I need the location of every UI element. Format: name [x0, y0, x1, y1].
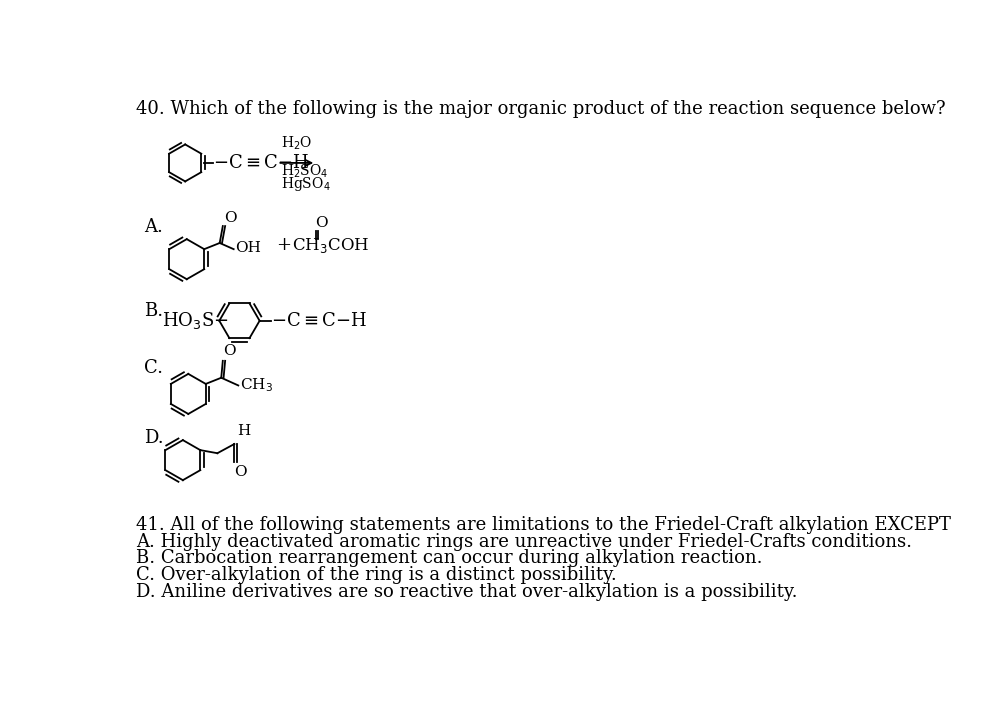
- Text: C.: C.: [144, 359, 163, 377]
- Text: C. Over-alkylation of the ring is a distinct possibility.: C. Over-alkylation of the ring is a dist…: [137, 566, 617, 584]
- Text: D. Aniline derivatives are so reactive that over-alkylation is a possibility.: D. Aniline derivatives are so reactive t…: [137, 584, 797, 601]
- Text: A.: A.: [144, 218, 163, 236]
- Text: OH: OH: [236, 241, 261, 255]
- Text: A. Highly deactivated aromatic rings are unreactive under Friedel-Crafts conditi: A. Highly deactivated aromatic rings are…: [137, 533, 912, 551]
- Text: CH$_3$COH: CH$_3$COH: [291, 236, 369, 255]
- Text: HgSO$_4$: HgSO$_4$: [281, 175, 331, 193]
- Text: H: H: [237, 424, 250, 437]
- Text: O: O: [223, 344, 236, 359]
- Text: H$_2$SO$_4$: H$_2$SO$_4$: [281, 163, 328, 180]
- Text: O: O: [315, 216, 327, 230]
- Text: HO$_3$S$-$: HO$_3$S$-$: [162, 310, 229, 332]
- Text: B.: B.: [144, 301, 164, 319]
- Text: +: +: [276, 236, 291, 254]
- Text: O: O: [225, 211, 237, 225]
- Text: 41. All of the following statements are limitations to the Friedel-Craft alkylat: 41. All of the following statements are …: [137, 516, 951, 533]
- Text: $-$C$\equiv$C$-$H: $-$C$\equiv$C$-$H: [214, 154, 309, 172]
- Text: CH$_3$: CH$_3$: [240, 377, 272, 395]
- Text: $-$C$\equiv$C$-$H: $-$C$\equiv$C$-$H: [271, 311, 367, 330]
- Text: O: O: [234, 465, 247, 479]
- Text: B. Carbocation rearrangement can occur during alkylation reaction.: B. Carbocation rearrangement can occur d…: [137, 549, 762, 568]
- Text: H$_2$O: H$_2$O: [281, 135, 312, 152]
- Text: 40. Which of the following is the major organic product of the reaction sequence: 40. Which of the following is the major …: [137, 100, 946, 117]
- Text: D.: D.: [144, 429, 164, 447]
